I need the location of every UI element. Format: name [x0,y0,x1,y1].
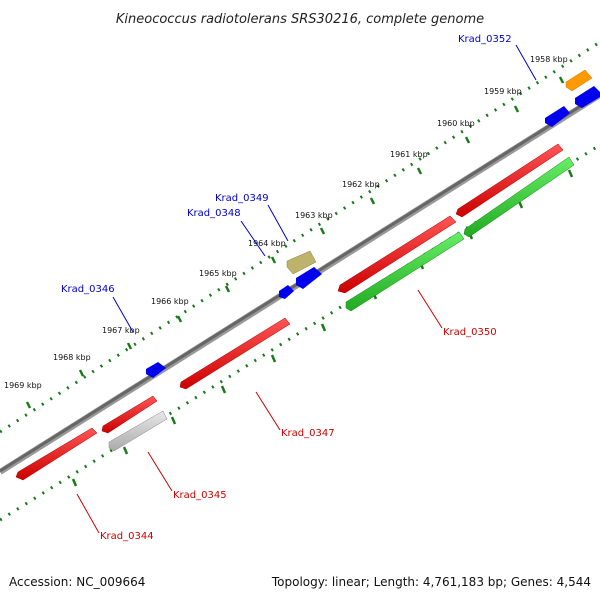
kbp-tick-label: 1962 kbp [342,180,380,189]
gene-label-Krad_0347[interactable]: Krad_0347 [281,428,335,439]
gene-Krad_0351[interactable] [455,143,564,218]
kbp-tick-label: 1969 kbp [4,381,42,390]
gene-Krad_0348b[interactable] [296,267,322,289]
kbp-tick-label: 1968 kbp [53,353,91,362]
kbp-tick-label: 1959 kbp [484,87,522,96]
kbp-tick-label: 1958 kbp [530,55,568,64]
gene-Krad_0345b[interactable] [101,395,158,434]
label-leader-lines-forward [112,44,537,333]
genome-summary-text: Topology: linear; Length: 4,761,183 bp; … [271,575,591,589]
gene-Krad_0350b[interactable] [345,231,465,312]
kbp-tick-label: 1966 kbp [151,297,189,306]
kbp-tick-label: 1961 kbp [390,150,428,159]
kbp-tick-label: 1965 kbp [199,269,237,278]
upper-scale-line [0,40,600,434]
kbp-tick-label: 1963 kbp [295,211,333,220]
kbp-tick-label: 1960 kbp [437,119,475,128]
kbp-tick-label: 1964 kbp [248,239,286,248]
gene-Krad_0349[interactable] [286,250,317,275]
accession-text: Accession: NC_009664 [9,575,145,589]
gene-label-Krad_0348[interactable]: Krad_0348 [187,208,241,219]
gene-Krad_0346[interactable] [146,362,166,378]
label-leader-lines-reverse [76,289,443,534]
upper-major-ticks [25,76,565,409]
gene-Krad_0350c[interactable] [463,156,575,238]
gene-Krad_0348[interactable] [279,285,294,299]
map-title: Kineococcus radiotolerans SRS30216, comp… [116,12,484,27]
gene-label-Krad_0349[interactable]: Krad_0349 [215,193,269,204]
gene-label-Krad_0345[interactable]: Krad_0345 [173,490,227,501]
gene-Krad_0353[interactable] [565,69,593,92]
gene-Krad_0352[interactable] [545,86,600,127]
gene-Krad_0350[interactable] [337,215,457,294]
gene-Krad_0347[interactable] [179,317,291,390]
kbp-tick-label: 1967 kbp [102,326,140,335]
gene-Krad_0344[interactable] [15,427,98,481]
gene-Krad_0345[interactable] [108,410,168,452]
gene-label-Krad_0344[interactable]: Krad_0344 [100,531,154,542]
gene-label-Krad_0346[interactable]: Krad_0346 [61,284,115,295]
gene-label-Krad_0350[interactable]: Krad_0350 [443,327,497,338]
gene-label-Krad_0352[interactable]: Krad_0352 [458,34,512,45]
